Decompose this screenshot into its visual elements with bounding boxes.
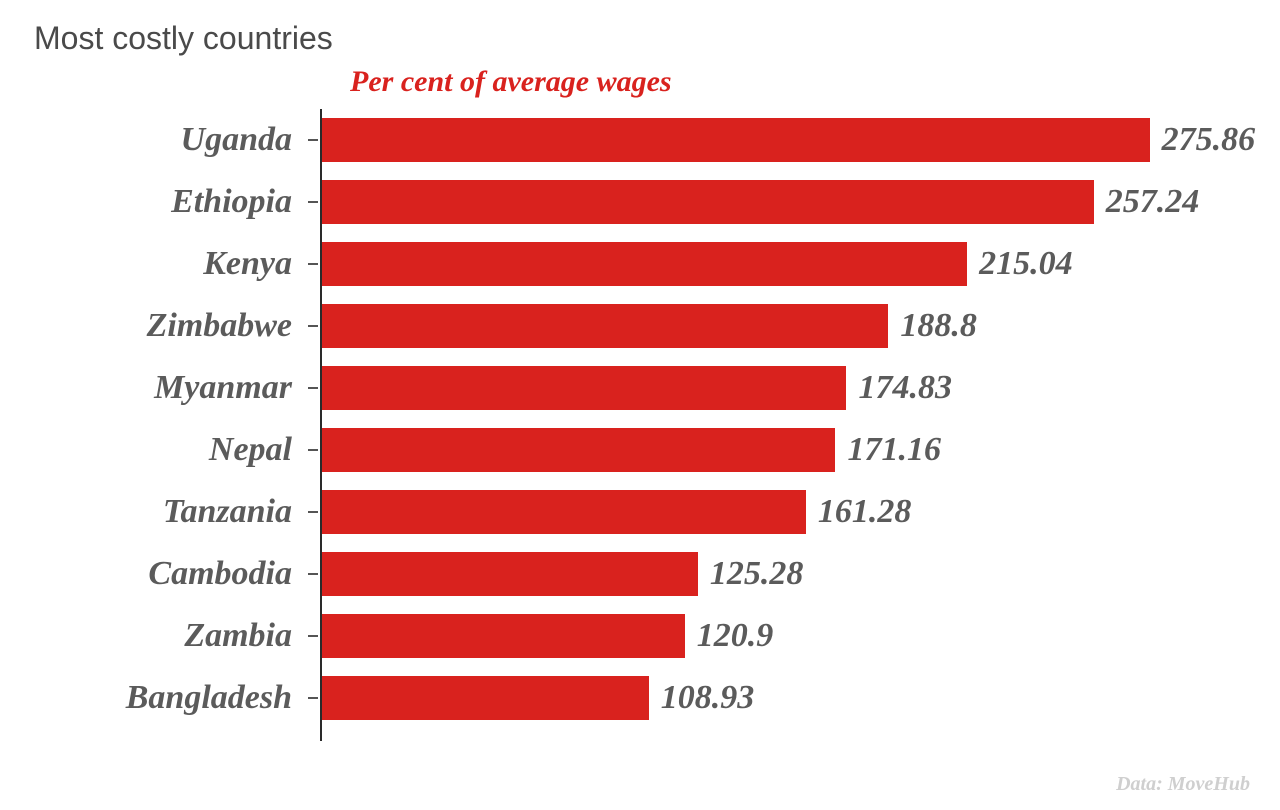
axis-tick: [308, 511, 318, 513]
bar-row: Uganda275.86: [320, 115, 1220, 165]
country-label: Ethiopia: [26, 183, 306, 221]
data-credit: Data: MoveHub: [1116, 773, 1250, 796]
country-label: Nepal: [26, 431, 306, 469]
chart-plot-area: Per cent of average wages Uganda275.86 Et…: [40, 65, 1240, 745]
value-label: 161.28: [818, 493, 912, 531]
bar: [322, 490, 806, 534]
value-label: 120.9: [697, 617, 774, 655]
bar: [322, 304, 888, 348]
bar: [322, 366, 846, 410]
axis-tick: [308, 387, 318, 389]
bar-row: Zambia120.9: [320, 611, 1220, 661]
value-label: 275.86: [1162, 121, 1256, 159]
country-label: Zimbabwe: [26, 307, 306, 345]
country-label: Bangladesh: [26, 679, 306, 717]
axis-tick: [308, 263, 318, 265]
bar-row: Tanzania161.28: [320, 487, 1220, 537]
bar: [322, 676, 649, 720]
axis-tick: [308, 635, 318, 637]
bar: [322, 180, 1094, 224]
bar: [322, 118, 1150, 162]
bar: [322, 614, 685, 658]
bar-row: Ethiopia257.24: [320, 177, 1220, 227]
bar-row: Cambodia125.28: [320, 549, 1220, 599]
country-label: Tanzania: [26, 493, 306, 531]
bar: [322, 552, 698, 596]
country-label: Uganda: [26, 121, 306, 159]
chart-title: Most costly countries: [34, 20, 1250, 57]
axis-tick: [308, 449, 318, 451]
chart-subtitle: Per cent of average wages: [350, 65, 1240, 99]
value-label: 215.04: [979, 245, 1073, 283]
axis-tick: [308, 201, 318, 203]
bar: [322, 242, 967, 286]
bar-row: Myanmar174.83: [320, 363, 1220, 413]
country-label: Kenya: [26, 245, 306, 283]
axis-tick: [308, 573, 318, 575]
axis-tick: [308, 697, 318, 699]
country-label: Zambia: [26, 617, 306, 655]
value-label: 188.8: [900, 307, 977, 345]
value-label: 108.93: [661, 679, 755, 717]
bar-row: Kenya215.04: [320, 239, 1220, 289]
value-label: 257.24: [1106, 183, 1200, 221]
country-label: Myanmar: [26, 369, 306, 407]
value-label: 174.83: [858, 369, 952, 407]
bar-row: Bangladesh108.93: [320, 673, 1220, 723]
value-label: 125.28: [710, 555, 804, 593]
axis-tick: [308, 139, 318, 141]
country-label: Cambodia: [26, 555, 306, 593]
bar: [322, 428, 835, 472]
bar-row: Nepal171.16: [320, 425, 1220, 475]
value-label: 171.16: [847, 431, 941, 469]
axis-tick: [308, 325, 318, 327]
bar-row: Zimbabwe188.8: [320, 301, 1220, 351]
